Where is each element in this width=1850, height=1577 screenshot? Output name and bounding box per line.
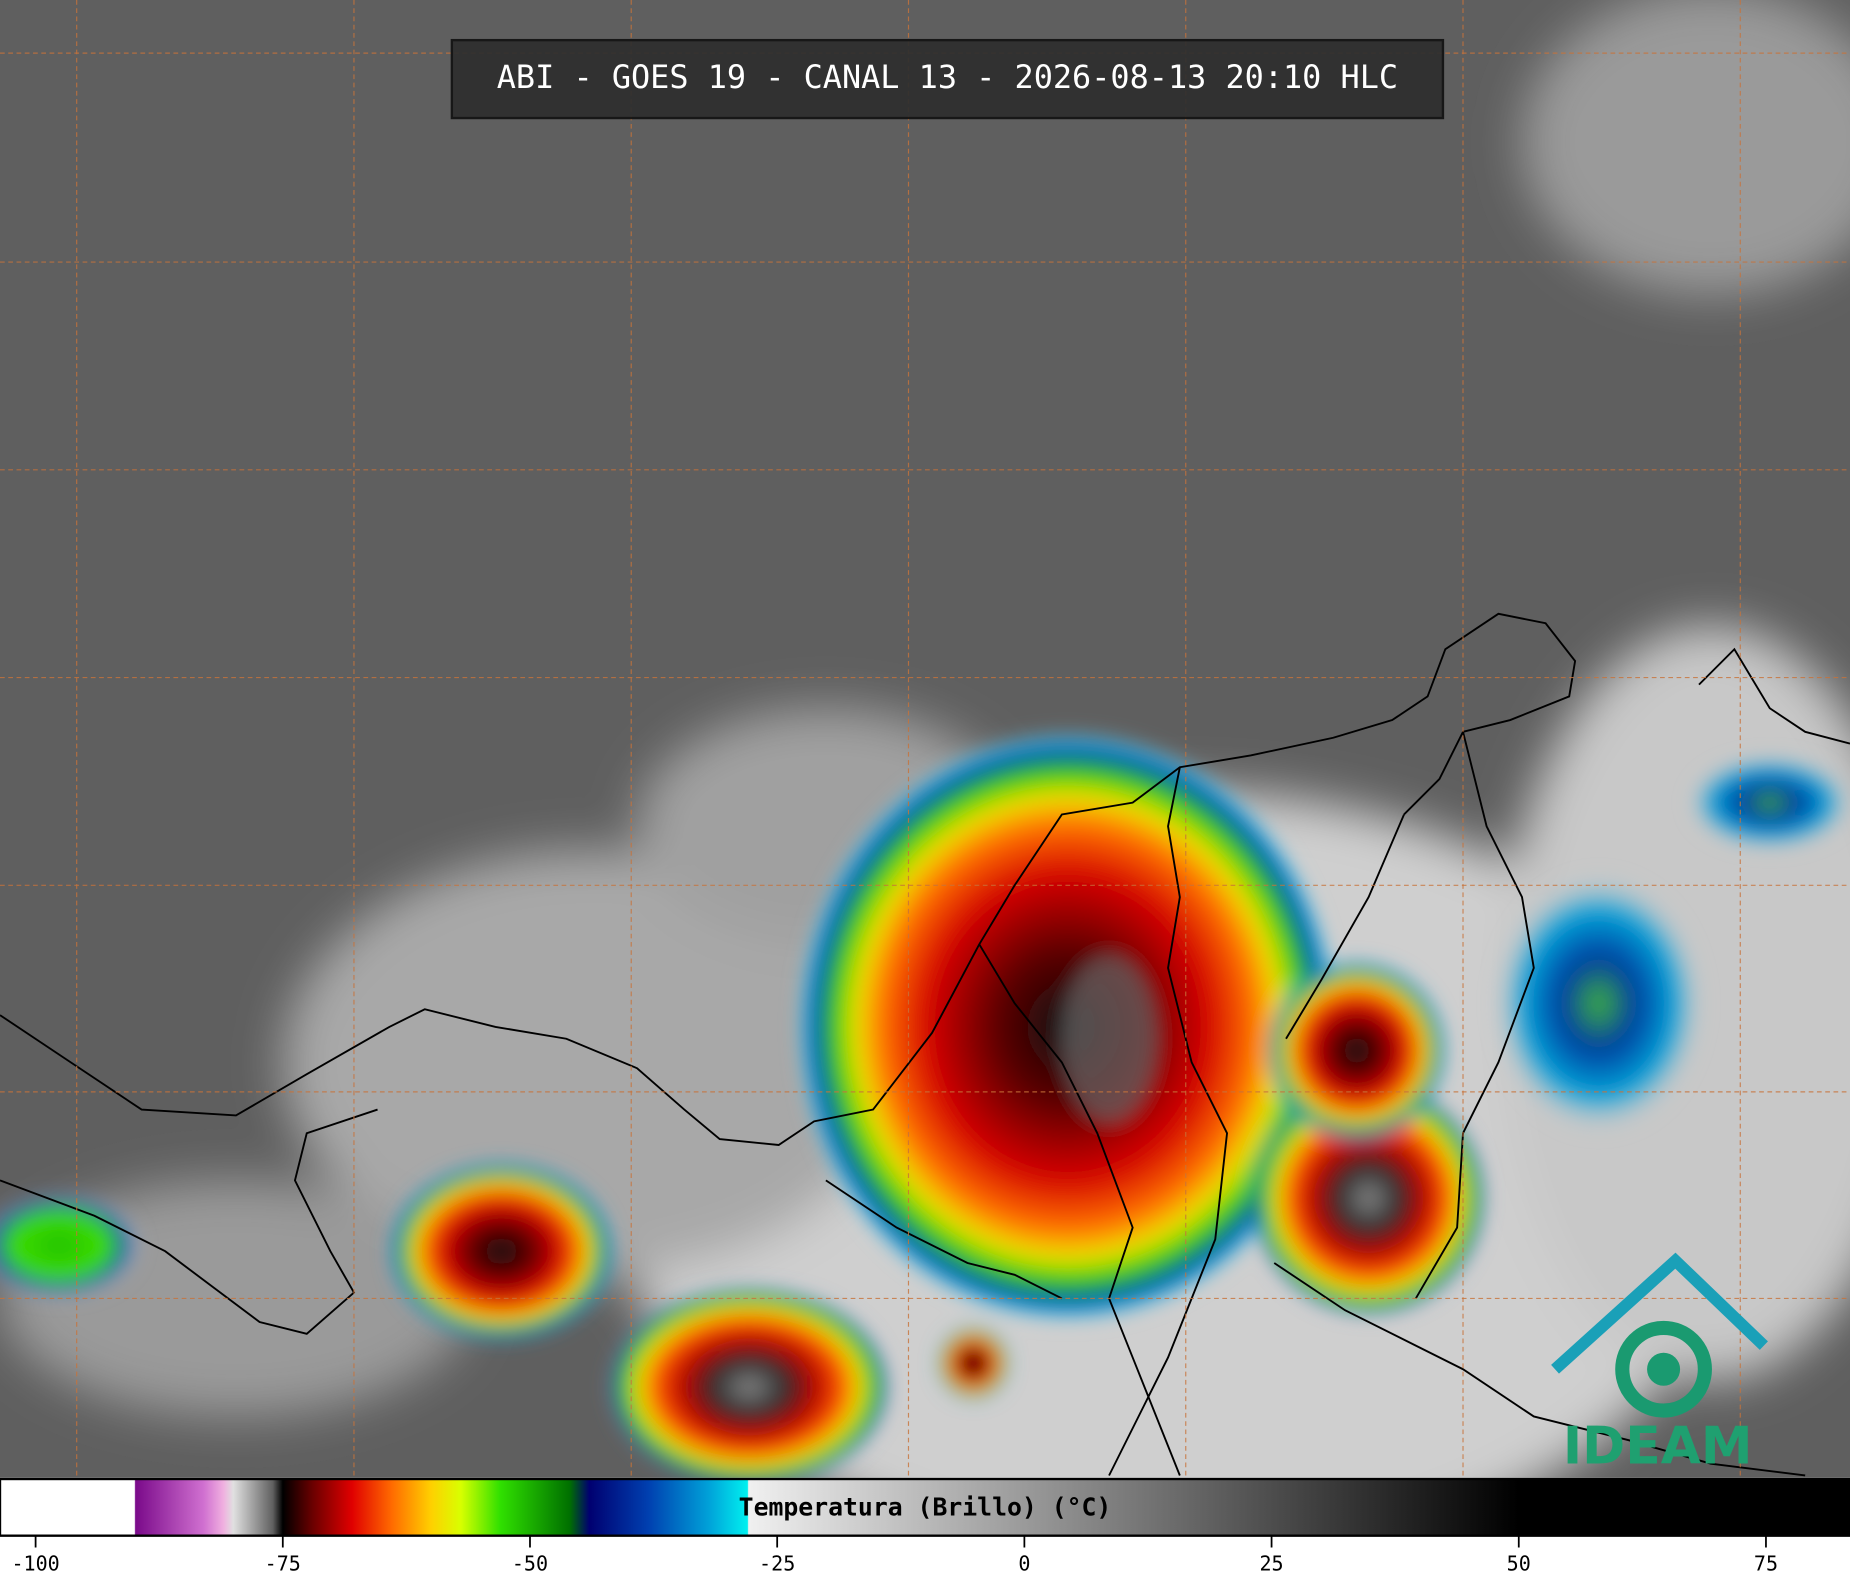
colorbar-tick-label: 25 bbox=[1259, 1552, 1283, 1576]
colorbar-tick-label: -25 bbox=[759, 1552, 795, 1576]
title-box bbox=[450, 38, 1445, 120]
colorbar-label: Temperatura (Brillo) (°C) bbox=[739, 1493, 1112, 1522]
colorbar-tick-label: 0 bbox=[1018, 1552, 1030, 1576]
colorbar-tick-label: -100 bbox=[11, 1552, 59, 1576]
logo: IDEAM bbox=[1551, 1252, 1768, 1477]
colorbar-tick-label: 50 bbox=[1507, 1552, 1531, 1576]
colorbar-tick-label: 75 bbox=[1754, 1552, 1778, 1576]
title: ABI - GOES 19 - CANAL 13 - 2026-08-13 20… bbox=[497, 58, 1398, 96]
colorbar: Temperatura (Brillo) (°C) -100 -75 -50 -25 0 2… bbox=[0, 1477, 1850, 1576]
logo-text: IDEAM bbox=[1563, 1417, 1753, 1477]
storms bbox=[0, 731, 1850, 1488]
coastlines bbox=[0, 612, 1850, 1477]
colorbar-tick-label: -75 bbox=[265, 1552, 301, 1576]
colorbar-tick-label: -50 bbox=[512, 1552, 548, 1576]
graticule bbox=[0, 0, 1850, 1478]
colorbar-gradient bbox=[0, 1477, 1850, 1537]
